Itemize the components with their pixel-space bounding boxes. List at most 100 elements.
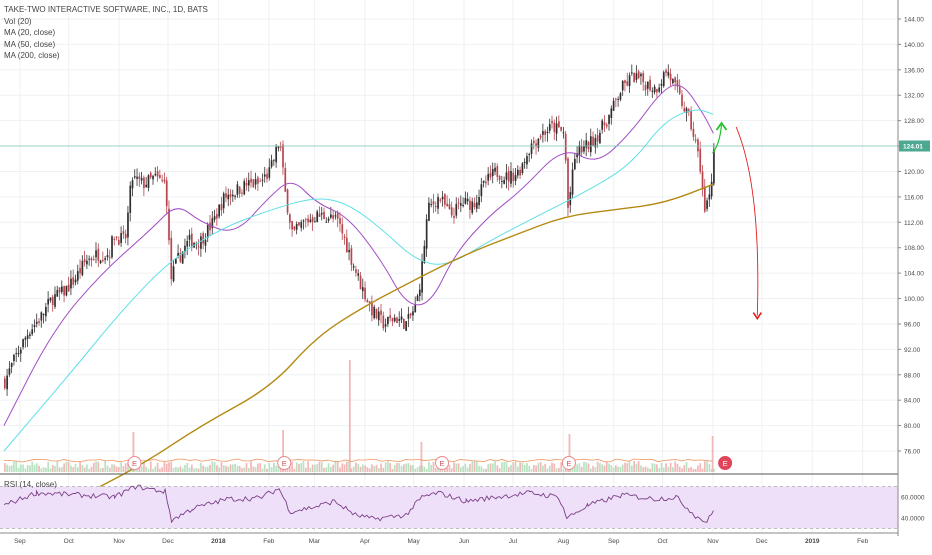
volume-spike — [348, 360, 351, 472]
volume-bar — [649, 468, 651, 472]
candle-body — [13, 354, 15, 361]
volume-bar — [469, 464, 471, 472]
candle-body — [15, 353, 18, 355]
price-axis-label: 88.00 — [904, 372, 921, 379]
time-axis-label: Sep — [608, 538, 620, 545]
candle-body — [254, 179, 257, 185]
candle-body — [300, 222, 303, 228]
candle-body — [615, 98, 617, 100]
candle-body — [660, 83, 663, 86]
candle-body — [416, 295, 419, 302]
candle-body — [599, 132, 601, 144]
volume-bar — [211, 461, 214, 472]
candle-body — [475, 202, 478, 209]
candle-body — [603, 122, 606, 126]
candle-body — [444, 194, 446, 205]
moving-averages — [3, 84, 714, 503]
candle-body — [585, 140, 588, 148]
candle-body — [336, 212, 339, 219]
candle-body — [165, 180, 168, 207]
candle-body — [17, 353, 20, 355]
volume-bar — [418, 465, 421, 472]
volume-bar — [104, 461, 107, 472]
volume-bar — [466, 467, 469, 472]
volume-bar — [190, 464, 193, 472]
volume-bar — [642, 467, 645, 472]
candle-body — [665, 70, 667, 73]
candle-body — [631, 72, 633, 74]
volume-bar — [179, 466, 182, 472]
volume-bar — [562, 468, 565, 472]
volume-bar — [106, 465, 109, 472]
volume-bar — [558, 467, 560, 472]
volume-bar — [599, 463, 601, 472]
arrow-up-head — [715, 121, 728, 131]
volume-bar — [603, 465, 606, 472]
volume-bar — [229, 464, 232, 472]
candle-body — [99, 260, 102, 264]
candle-body — [70, 278, 72, 289]
candle-body — [473, 203, 476, 208]
volume-bar — [544, 463, 547, 472]
volume-bar — [97, 461, 100, 472]
candle-body — [106, 255, 109, 258]
last-price-badge-bg — [899, 140, 930, 152]
volume-bar — [204, 467, 207, 472]
volume-bar — [165, 463, 168, 472]
volume-bar — [154, 466, 157, 472]
volume-bar — [102, 467, 104, 472]
candle-body — [375, 308, 378, 319]
candle-body — [637, 71, 640, 79]
volume-bar — [320, 462, 323, 472]
volume-bar — [17, 467, 20, 472]
volume-bar — [414, 468, 417, 472]
candle-body — [145, 184, 148, 187]
candle-body — [517, 169, 519, 176]
volume-bar — [341, 463, 344, 472]
time-axis-label: Jun — [459, 538, 470, 545]
volume-bar — [624, 462, 626, 472]
candle-body — [65, 285, 68, 296]
volume-bar — [608, 463, 610, 472]
time-axis-label: May — [407, 538, 420, 545]
candle-body — [49, 297, 52, 301]
volume-bar — [546, 468, 549, 472]
volume-bar — [209, 465, 211, 472]
volume-bar — [54, 466, 56, 472]
volume-bar — [514, 461, 517, 472]
candle-body — [528, 154, 531, 156]
candle-body — [688, 109, 690, 112]
volume-bar — [206, 466, 209, 472]
volume-bar — [323, 468, 325, 472]
volume-bar — [26, 464, 29, 472]
candle-body — [605, 124, 608, 127]
candle-body — [498, 175, 501, 180]
candle-body — [576, 153, 578, 158]
volume-bar — [681, 468, 683, 472]
candle-body — [690, 110, 692, 130]
candle-body — [202, 233, 205, 244]
candle-body — [138, 176, 141, 180]
candle-body — [407, 314, 410, 319]
time-axis-label: Feb — [857, 538, 869, 545]
volume-bar — [364, 465, 366, 472]
candle-body — [580, 146, 583, 153]
candle-body — [373, 306, 376, 319]
volume-bar — [45, 467, 47, 472]
volume-bar — [4, 463, 6, 472]
earnings-marker — [561, 456, 576, 470]
volume-bar — [316, 463, 319, 472]
volume-bar — [188, 467, 191, 472]
volume-bar — [47, 461, 50, 472]
volume-bar — [19, 464, 22, 472]
volume-bar — [65, 461, 68, 472]
candle-body — [273, 159, 275, 161]
volume-bar — [13, 461, 15, 472]
candle-body — [672, 79, 674, 84]
volume-bar — [138, 464, 141, 472]
volume-bar — [147, 468, 150, 472]
earnings-marker-label: E — [566, 459, 571, 468]
volume-bar — [425, 468, 428, 472]
candle-body — [316, 211, 319, 222]
